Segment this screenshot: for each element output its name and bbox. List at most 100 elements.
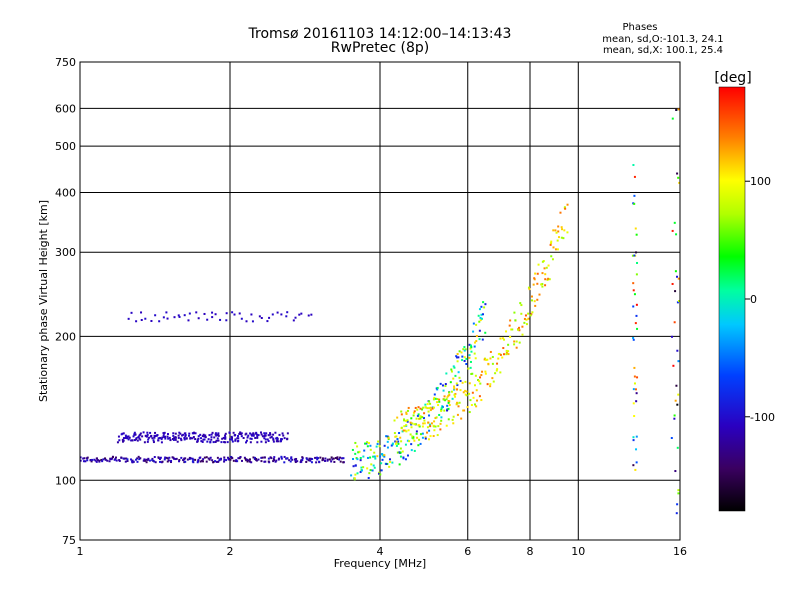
data-point bbox=[513, 340, 516, 343]
data-point bbox=[484, 303, 487, 306]
data-point bbox=[371, 469, 374, 472]
data-point bbox=[202, 433, 205, 436]
data-point bbox=[511, 328, 514, 331]
data-point bbox=[131, 439, 134, 442]
data-point bbox=[464, 389, 467, 392]
y-tick-label: 600 bbox=[55, 102, 76, 115]
data-point bbox=[508, 324, 511, 327]
data-point bbox=[280, 438, 283, 441]
data-point bbox=[140, 318, 143, 321]
data-point bbox=[226, 456, 229, 459]
data-point bbox=[365, 442, 368, 445]
data-point bbox=[153, 436, 156, 439]
data-point bbox=[336, 456, 339, 459]
data-point bbox=[456, 401, 459, 404]
data-point bbox=[315, 456, 318, 459]
data-point bbox=[224, 441, 227, 444]
data-point bbox=[266, 320, 269, 323]
data-point bbox=[418, 438, 421, 441]
data-point bbox=[177, 314, 180, 317]
data-point bbox=[166, 435, 169, 438]
data-point bbox=[154, 431, 157, 434]
data-point bbox=[126, 437, 129, 440]
data-point bbox=[82, 460, 85, 463]
data-point bbox=[263, 432, 266, 435]
data-point bbox=[473, 345, 476, 348]
data-point bbox=[354, 441, 357, 444]
data-point bbox=[281, 432, 284, 435]
data-point bbox=[148, 436, 151, 439]
data-point bbox=[633, 375, 636, 378]
data-point bbox=[159, 460, 162, 463]
data-point bbox=[228, 431, 231, 434]
data-point bbox=[150, 434, 153, 437]
data-point bbox=[393, 419, 396, 422]
data-point bbox=[632, 439, 635, 442]
x-tick-label: 6 bbox=[464, 545, 471, 558]
data-point bbox=[421, 416, 424, 419]
data-point bbox=[256, 436, 259, 439]
data-point bbox=[406, 439, 409, 442]
data-point bbox=[172, 438, 175, 441]
data-point bbox=[675, 512, 678, 515]
data-point bbox=[178, 460, 181, 463]
data-point bbox=[206, 318, 209, 321]
data-point bbox=[635, 233, 638, 236]
data-point bbox=[246, 460, 249, 463]
data-point bbox=[250, 313, 253, 316]
data-point bbox=[421, 432, 424, 435]
data-point bbox=[513, 343, 516, 346]
data-point bbox=[328, 458, 331, 461]
y-tick-label: 400 bbox=[55, 186, 76, 199]
data-point bbox=[406, 420, 409, 423]
data-point bbox=[434, 417, 437, 420]
data-point bbox=[257, 458, 260, 461]
data-point bbox=[147, 438, 150, 441]
data-point bbox=[469, 366, 472, 369]
data-point bbox=[671, 229, 674, 232]
data-point bbox=[256, 441, 259, 444]
data-point bbox=[478, 380, 481, 383]
data-point bbox=[468, 411, 471, 414]
data-point bbox=[550, 255, 553, 258]
data-point bbox=[444, 385, 447, 388]
data-point bbox=[632, 388, 635, 391]
y-tick-label: 200 bbox=[55, 330, 76, 343]
data-point bbox=[435, 416, 438, 419]
data-point bbox=[269, 433, 272, 436]
data-point bbox=[274, 431, 277, 434]
data-point bbox=[478, 308, 481, 311]
data-point bbox=[132, 435, 135, 438]
data-point bbox=[164, 435, 167, 438]
data-point bbox=[543, 267, 546, 270]
data-point bbox=[453, 385, 456, 388]
data-point bbox=[418, 424, 421, 427]
data-point bbox=[300, 459, 303, 462]
data-point bbox=[426, 426, 429, 429]
data-point bbox=[158, 457, 161, 460]
data-point bbox=[332, 457, 335, 460]
data-point bbox=[275, 440, 278, 443]
data-point bbox=[533, 300, 536, 303]
data-point bbox=[465, 394, 468, 397]
data-point bbox=[158, 320, 161, 323]
data-point bbox=[219, 458, 222, 461]
data-point bbox=[429, 402, 432, 405]
data-point bbox=[461, 381, 464, 384]
data-point bbox=[154, 461, 157, 464]
data-point bbox=[390, 444, 393, 447]
data-point bbox=[452, 422, 455, 425]
data-point bbox=[532, 283, 535, 286]
data-point bbox=[495, 369, 498, 372]
data-point bbox=[415, 432, 418, 435]
data-point bbox=[248, 460, 251, 463]
data-point bbox=[491, 377, 494, 380]
data-point bbox=[472, 396, 475, 399]
data-point bbox=[369, 444, 372, 447]
data-point bbox=[238, 457, 241, 460]
data-point bbox=[116, 441, 119, 444]
data-point bbox=[564, 207, 567, 210]
data-point bbox=[252, 434, 255, 437]
data-point bbox=[236, 460, 239, 463]
